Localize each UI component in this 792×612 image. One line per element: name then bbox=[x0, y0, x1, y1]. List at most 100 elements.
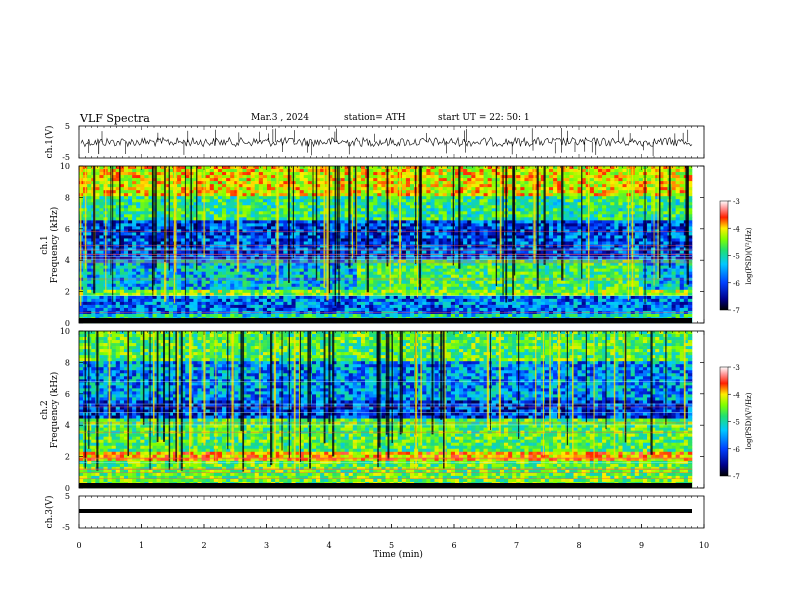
spectrogram-cell bbox=[234, 283, 239, 288]
spectrogram-cell bbox=[119, 172, 125, 176]
spectrogram-cell bbox=[352, 265, 358, 269]
spectrogram-cell bbox=[242, 253, 247, 257]
spectrogram-cell bbox=[410, 172, 415, 176]
spectrogram-cell bbox=[356, 211, 362, 215]
spectrogram-cell bbox=[234, 190, 239, 194]
spectrogram-cell bbox=[222, 250, 227, 254]
spectrogram-cell bbox=[230, 286, 235, 291]
spectrogram-cell bbox=[393, 208, 399, 212]
spectrogram-cell bbox=[177, 238, 182, 242]
spectrogram-cell bbox=[156, 280, 162, 285]
spectrogram-cell bbox=[373, 304, 378, 309]
spectrogram-cell bbox=[360, 202, 366, 206]
spectrogram-cell bbox=[160, 190, 166, 194]
spectrogram-cell bbox=[295, 274, 300, 279]
spectrogram-cell bbox=[87, 169, 92, 173]
spectrogram-cell bbox=[266, 262, 272, 266]
spectrogram-cell bbox=[283, 286, 288, 291]
spectrogram-cell bbox=[397, 301, 403, 306]
spectrogram-cell bbox=[271, 193, 276, 197]
spectrogram-cell bbox=[438, 286, 444, 291]
spectrogram-cell bbox=[295, 250, 300, 254]
spectrogram-cell bbox=[234, 226, 239, 230]
spectrogram-cell bbox=[438, 268, 444, 272]
spectrogram-cell bbox=[128, 175, 133, 179]
spectrogram-cell bbox=[185, 262, 190, 266]
spectrogram-cell bbox=[311, 229, 317, 233]
spectrogram-cell bbox=[295, 313, 300, 318]
spectrogram-cell bbox=[242, 292, 247, 297]
spectrogram-cell bbox=[430, 283, 435, 288]
spectrogram-cell bbox=[463, 187, 468, 191]
spectrogram-cell bbox=[160, 217, 166, 221]
spectrogram-cell bbox=[226, 190, 231, 194]
spectrogram-cell bbox=[111, 274, 117, 279]
spectrogram-cell bbox=[197, 271, 202, 275]
spectrogram-cell bbox=[266, 208, 272, 212]
spectrogram-cell bbox=[258, 211, 264, 215]
spectrogram-cell bbox=[340, 214, 345, 218]
spectrogram-cell bbox=[136, 205, 141, 209]
spectrogram-cell bbox=[369, 184, 374, 188]
spectrogram-cell bbox=[410, 220, 415, 224]
spectrogram-cell bbox=[271, 181, 276, 185]
spectrogram-cell bbox=[311, 295, 317, 300]
spectrogram-cell bbox=[140, 187, 145, 191]
spectrogram-cell bbox=[140, 205, 145, 209]
spectrogram-cell bbox=[405, 301, 411, 306]
spectrogram-cell bbox=[320, 190, 325, 194]
spectrogram-cell bbox=[185, 232, 190, 236]
spectrogram-cell bbox=[181, 229, 186, 233]
spectrogram-cell bbox=[381, 238, 386, 242]
spectrogram-cell bbox=[152, 301, 157, 306]
spectrogram-cell bbox=[217, 253, 223, 257]
spectrogram-cell bbox=[373, 184, 378, 188]
spectrogram-cell bbox=[128, 307, 133, 312]
spectrogram-cell bbox=[422, 226, 427, 230]
spectrogram-cell bbox=[459, 280, 464, 285]
spectrogram-cell bbox=[132, 286, 137, 291]
spectrogram-cell bbox=[87, 178, 92, 182]
spectrogram-cell bbox=[279, 166, 284, 170]
spectrogram-cell bbox=[442, 217, 448, 221]
spectrogram-cell bbox=[307, 184, 313, 188]
spectrogram-cell bbox=[136, 226, 141, 230]
date-label: Mar.3 , 2024 bbox=[251, 113, 309, 123]
spectrogram-cell bbox=[414, 307, 419, 312]
spectrogram-cell bbox=[283, 253, 288, 257]
spectrogram-cell bbox=[311, 238, 317, 242]
spectrogram-cell bbox=[311, 172, 317, 176]
spectrogram-cell bbox=[246, 169, 251, 173]
spectrogram-cell bbox=[295, 265, 300, 269]
spectrogram-cell bbox=[246, 295, 251, 300]
spectrogram-cell bbox=[177, 193, 182, 197]
spectrogram-cell bbox=[140, 295, 145, 300]
spectrogram-cell bbox=[152, 286, 157, 291]
spectrogram-cell bbox=[197, 238, 202, 242]
spectrogram-cell bbox=[222, 298, 227, 303]
spectrogram-cell bbox=[152, 205, 157, 209]
spectrogram-cell bbox=[258, 199, 264, 203]
spectrogram-cell bbox=[332, 235, 337, 239]
spectrogram-cell bbox=[430, 187, 435, 191]
spectrogram-cell bbox=[262, 193, 268, 197]
spectrogram-cell bbox=[454, 307, 460, 312]
spectrogram-cell bbox=[262, 262, 268, 266]
spectrogram-cell bbox=[217, 175, 223, 179]
spectrogram-cell bbox=[172, 271, 178, 275]
spectrogram-cell bbox=[410, 250, 415, 254]
spectrogram-cell bbox=[340, 208, 345, 212]
spectrogram-cell bbox=[119, 229, 125, 233]
spectrogram-cell bbox=[303, 193, 309, 197]
spectrogram-cell bbox=[164, 211, 170, 215]
spectrogram-cell bbox=[201, 292, 206, 297]
spectrogram-cell bbox=[87, 280, 92, 285]
spectrogram-cell bbox=[352, 289, 358, 294]
spectrogram-cell bbox=[246, 166, 251, 170]
spectrogram-cell bbox=[242, 241, 247, 245]
spectrogram-cell bbox=[123, 172, 129, 176]
spectrogram-cell bbox=[205, 253, 211, 257]
spectrogram-cell bbox=[463, 205, 468, 209]
